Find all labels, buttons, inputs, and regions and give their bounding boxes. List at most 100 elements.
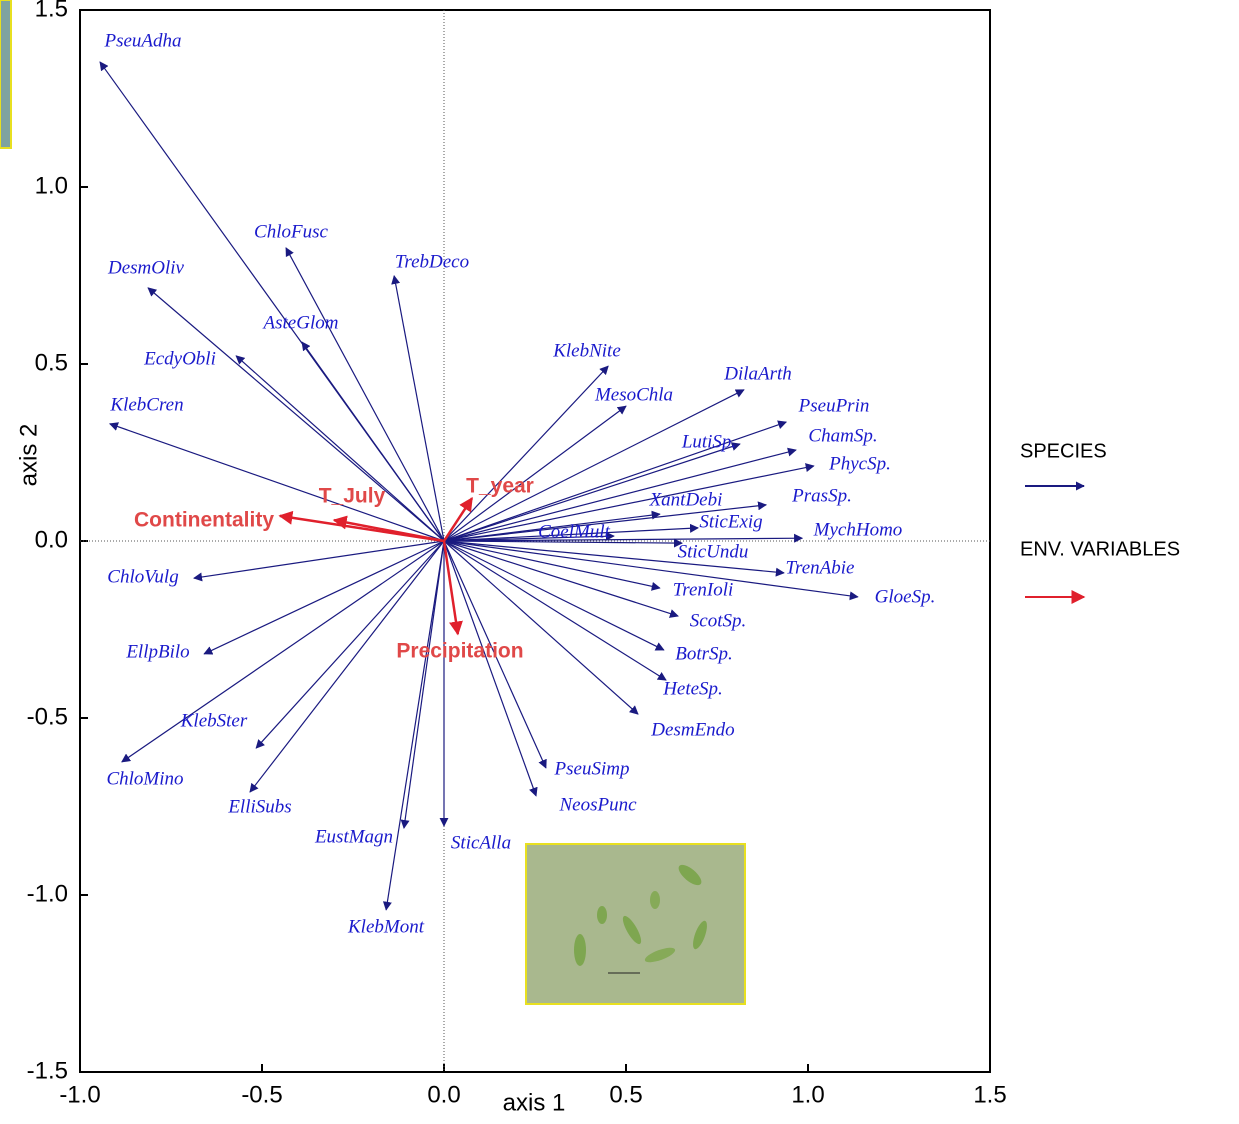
- arrow: [443, 540, 538, 797]
- species-label: LutiSp.: [681, 431, 736, 452]
- species-label: AsteGlom: [262, 312, 339, 333]
- species-label: ChloVulg: [107, 566, 178, 587]
- env-label: Precipitation: [396, 640, 523, 663]
- x-tick-label: 0.5: [609, 1081, 642, 1108]
- arrow: [193, 540, 445, 582]
- arrow: [443, 501, 768, 542]
- species-label: KlebCren: [109, 394, 183, 415]
- species-label: DilaArth: [723, 363, 792, 384]
- arrow: [443, 540, 665, 651]
- arrow: [443, 540, 667, 681]
- species-label: KlebMont: [347, 916, 425, 937]
- species-label: PseuSimp: [554, 758, 630, 779]
- species-label: ScotSp.: [690, 610, 746, 631]
- arrow: [443, 540, 785, 577]
- arrow: [443, 540, 859, 601]
- y-tick-label: 1.0: [35, 172, 68, 199]
- arrow: [382, 540, 445, 911]
- arrow: [443, 389, 745, 542]
- x-tick-label: -0.5: [241, 1081, 282, 1108]
- legend-label: SPECIES: [1020, 440, 1107, 462]
- arrow: [443, 510, 661, 542]
- species-label: TrenIoli: [673, 579, 734, 600]
- y-axis-title: axis 2: [15, 424, 42, 487]
- arrow: [443, 442, 741, 542]
- species-label: GloeSp.: [875, 586, 936, 607]
- y-tick-label: 0.0: [35, 526, 68, 553]
- arrow: [443, 420, 788, 542]
- species-label: MesoChla: [594, 384, 673, 405]
- arrow: [443, 540, 661, 591]
- arrow: [235, 355, 445, 542]
- species-label: PseuAdha: [103, 30, 181, 51]
- species-label: PrasSp.: [791, 485, 852, 506]
- species-label: PseuPrin: [798, 395, 870, 416]
- arrow: [443, 531, 615, 542]
- species-label: DesmOliv: [107, 257, 185, 278]
- y-tick-label: 0.5: [35, 349, 68, 376]
- y-tick-label: -0.5: [27, 703, 68, 730]
- y-tick-label: -1.0: [27, 880, 68, 907]
- arrow: [443, 523, 699, 542]
- arrow: [255, 540, 445, 749]
- legend-label: ENV. VARIABLES: [1020, 538, 1180, 560]
- arrow: [443, 538, 683, 548]
- arrow: [285, 247, 445, 542]
- species-label: SticAlla: [451, 832, 511, 853]
- arrow: [443, 540, 639, 715]
- x-tick-label: 1.5: [973, 1081, 1006, 1108]
- arrow: [443, 365, 609, 542]
- arrow: [301, 341, 445, 542]
- arrow: [391, 274, 445, 542]
- micrograph-inset: [525, 843, 746, 1005]
- species-label: HeteSp.: [662, 678, 723, 699]
- species-label: EllpBilo: [125, 641, 189, 662]
- y-tick-label: 1.5: [35, 0, 68, 22]
- species-label: EcdyObli: [143, 348, 216, 369]
- arrow: [249, 540, 445, 793]
- species-label: XantDebi: [649, 489, 723, 510]
- top-left-photo: [0, 0, 12, 149]
- arrow: [442, 496, 474, 542]
- species-label: SticUndu: [678, 541, 749, 562]
- arrow: [443, 463, 815, 542]
- arrow: [108, 422, 445, 542]
- x-tick-label: 1.0: [791, 1081, 824, 1108]
- species-label: CoelMult: [538, 521, 610, 542]
- x-tick-label: -1.0: [59, 1081, 100, 1108]
- species-label: ChloFusc: [254, 221, 328, 242]
- species-label: TrenAbie: [786, 557, 855, 578]
- species-label: ElliSubs: [227, 796, 291, 817]
- species-label: SticExig: [699, 511, 762, 532]
- arrow: [443, 447, 797, 542]
- species-label: NeosPunc: [558, 794, 637, 815]
- env-label: T_July: [319, 485, 386, 508]
- arrow: [443, 405, 627, 542]
- species-label: ChloMino: [106, 768, 183, 789]
- arrow: [147, 287, 445, 542]
- arrow: [121, 540, 445, 763]
- arrow: [442, 540, 463, 636]
- arrow: [443, 533, 804, 543]
- arrow: [332, 515, 445, 543]
- arrow: [400, 540, 445, 829]
- species-label: TrebDeco: [395, 251, 469, 272]
- species-label: DesmEndo: [650, 719, 734, 740]
- x-tick-label: 0.0: [427, 1081, 460, 1108]
- arrow: [203, 540, 445, 655]
- x-axis-title: axis 1: [503, 1089, 566, 1116]
- species-label: BotrSp.: [675, 643, 733, 664]
- arrow: [443, 540, 679, 618]
- species-label: PhycSp.: [828, 453, 891, 474]
- species-label: KlebSter: [180, 710, 248, 731]
- y-tick-label: -1.5: [27, 1057, 68, 1084]
- legend: SPECIES ENV. VARIABLES: [1020, 440, 1180, 604]
- species-label: KlebNite: [552, 340, 621, 361]
- arrow: [443, 540, 547, 769]
- species-label: ChamSp.: [808, 425, 877, 446]
- env-label: Continentality: [134, 509, 274, 532]
- env-label: T_year: [466, 475, 534, 498]
- species-label: EustMagn: [314, 826, 393, 847]
- species-label: MychHomo: [813, 519, 903, 540]
